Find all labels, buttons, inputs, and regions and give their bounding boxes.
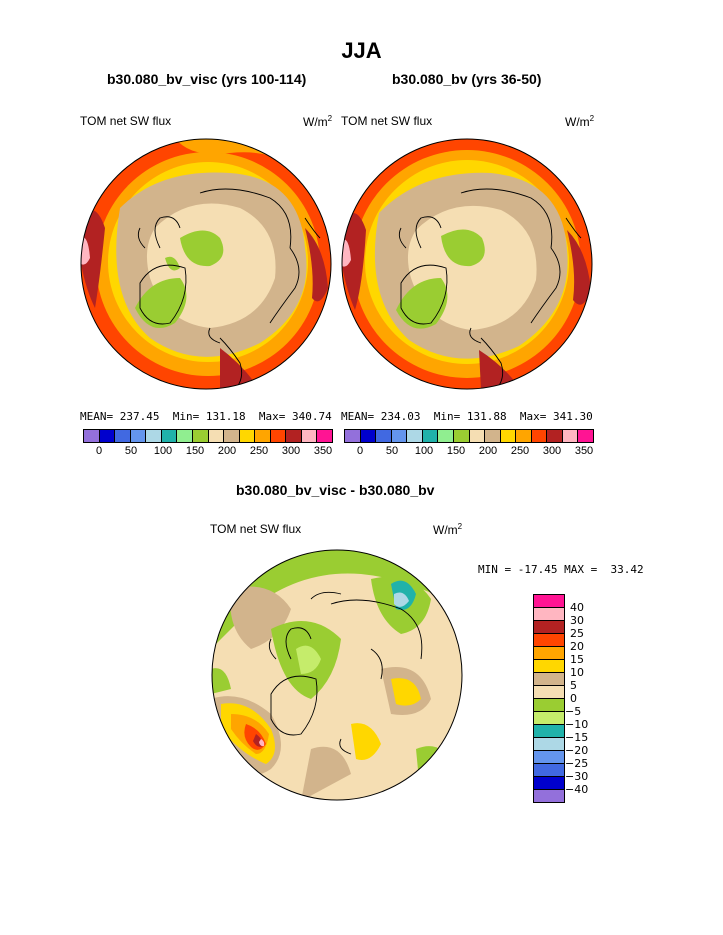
colorbar-swatch bbox=[485, 430, 501, 442]
colorbar-swatch bbox=[534, 660, 564, 673]
colorbar-swatch bbox=[239, 430, 256, 442]
panel1-colorbar: 0 50 100 150 200 250 300 350 bbox=[83, 429, 333, 461]
colorbar-tick-label: −40 bbox=[565, 783, 589, 796]
colorbar-swatch bbox=[534, 764, 564, 777]
colorbar-tick-label: 250 bbox=[510, 445, 530, 457]
polar-map-difference bbox=[211, 549, 463, 801]
diff-title: b30.080_bv_visc - b30.080_bv bbox=[236, 482, 435, 498]
colorbar-tick-label: 350 bbox=[313, 445, 333, 457]
colorbar-tick-label: −30 bbox=[565, 770, 589, 783]
panel1-case-title: b30.080_bv_visc (yrs 100-114) bbox=[107, 71, 307, 87]
colorbar-swatch bbox=[578, 430, 593, 442]
colorbar-swatch bbox=[84, 430, 100, 442]
colorbar-tick-label: −20 bbox=[565, 744, 589, 757]
colorbar-tick-label: 20 bbox=[570, 640, 584, 653]
colorbar-swatch bbox=[146, 430, 162, 442]
colorbar-swatch bbox=[407, 430, 423, 442]
colorbar-swatch bbox=[534, 712, 564, 725]
panel2-case-title: b30.080_bv (yrs 36-50) bbox=[392, 71, 542, 87]
colorbar-swatch bbox=[534, 634, 564, 647]
colorbar-tick-label: 150 bbox=[446, 445, 466, 457]
colorbar-swatch bbox=[562, 430, 579, 442]
colorbar-swatch bbox=[391, 430, 408, 442]
colorbar-swatch bbox=[255, 430, 271, 442]
panel2-variable-label: TOM net SW flux bbox=[341, 114, 433, 128]
colorbar-swatch bbox=[270, 430, 287, 442]
colorbar-tick-label: 5 bbox=[570, 679, 577, 692]
colorbar-tick-label: 50 bbox=[124, 445, 138, 457]
diff-variable-label: TOM net SW flux bbox=[210, 522, 302, 536]
panel1-variable-label: TOM net SW flux bbox=[80, 114, 172, 128]
colorbar-swatch bbox=[516, 430, 532, 442]
colorbar-swatch bbox=[534, 608, 564, 621]
colorbar-tick-label: 0 bbox=[570, 692, 577, 705]
colorbar-tick-label: 30 bbox=[570, 614, 584, 627]
polar-map-bv bbox=[341, 138, 593, 390]
colorbar-swatch bbox=[534, 777, 564, 790]
panel1-units: W/m2 bbox=[303, 114, 333, 129]
colorbar-swatch bbox=[534, 699, 564, 712]
colorbar-swatch bbox=[534, 686, 564, 699]
colorbar-swatch bbox=[422, 430, 439, 442]
colorbar-swatch bbox=[208, 430, 225, 442]
colorbar-tick-label: −5 bbox=[565, 705, 582, 718]
colorbar-tick-label: 150 bbox=[185, 445, 205, 457]
colorbar-swatch bbox=[534, 621, 564, 634]
colorbar-swatch bbox=[534, 751, 564, 764]
colorbar-swatch bbox=[177, 430, 193, 442]
colorbar-swatch bbox=[534, 595, 564, 608]
colorbar-swatch bbox=[531, 430, 548, 442]
colorbar-tick-label: −25 bbox=[565, 757, 589, 770]
colorbar-swatch bbox=[500, 430, 517, 442]
colorbar-tick-label: 10 bbox=[570, 666, 584, 679]
diff-units: W/m2 bbox=[433, 522, 463, 537]
panel2-stats: MEAN= 234.03 Min= 131.88 Max= 341.30 bbox=[341, 410, 593, 423]
colorbar-swatch bbox=[345, 430, 361, 442]
colorbar-swatch bbox=[438, 430, 454, 442]
panel1-stats: MEAN= 237.45 Min= 131.18 Max= 340.74 bbox=[80, 410, 332, 423]
colorbar-tick-label: 40 bbox=[570, 601, 584, 614]
panel2-units: W/m2 bbox=[565, 114, 595, 129]
colorbar-swatch bbox=[130, 430, 147, 442]
colorbar-swatch bbox=[115, 430, 131, 442]
colorbar-tick-label: 25 bbox=[570, 627, 584, 640]
colorbar-tick-label: −15 bbox=[565, 731, 589, 744]
colorbar-swatch bbox=[317, 430, 332, 442]
panel2-colorbar: 0 50 100 150 200 250 300 350 bbox=[344, 429, 594, 461]
colorbar-tick-label: 100 bbox=[153, 445, 173, 457]
colorbar-tick-label: 15 bbox=[570, 653, 584, 666]
colorbar-tick-label: 300 bbox=[542, 445, 562, 457]
colorbar-swatch bbox=[286, 430, 302, 442]
colorbar-swatch bbox=[534, 647, 564, 660]
plot-title: JJA bbox=[341, 38, 382, 63]
colorbar-swatch bbox=[301, 430, 318, 442]
colorbar-swatch bbox=[192, 430, 209, 442]
colorbar-tick-label: 250 bbox=[249, 445, 269, 457]
colorbar-swatch bbox=[99, 430, 116, 442]
colorbar-tick-label: 200 bbox=[217, 445, 237, 457]
polar-map-visc bbox=[80, 138, 332, 390]
colorbar-swatch bbox=[360, 430, 377, 442]
colorbar-swatch bbox=[547, 430, 563, 442]
colorbar-tick-label: 350 bbox=[574, 445, 594, 457]
colorbar-swatch bbox=[534, 673, 564, 686]
diff-colorbar bbox=[533, 594, 565, 803]
colorbar-tick-label: 200 bbox=[478, 445, 498, 457]
colorbar-swatch bbox=[534, 738, 564, 751]
colorbar-swatch bbox=[376, 430, 392, 442]
colorbar-swatch bbox=[453, 430, 470, 442]
colorbar-swatch bbox=[161, 430, 178, 442]
colorbar-swatch bbox=[469, 430, 486, 442]
colorbar-swatch bbox=[534, 725, 564, 738]
colorbar-tick-label: 300 bbox=[281, 445, 301, 457]
colorbar-tick-label: 0 bbox=[95, 445, 103, 457]
colorbar-tick-label: 50 bbox=[385, 445, 399, 457]
colorbar-swatch bbox=[534, 790, 564, 802]
colorbar-tick-label: −10 bbox=[565, 718, 589, 731]
colorbar-tick-label: 0 bbox=[356, 445, 364, 457]
diff-minmax: MIN = -17.45 MAX = 33.42 bbox=[478, 563, 644, 576]
colorbar-tick-label: 100 bbox=[414, 445, 434, 457]
colorbar-swatch bbox=[224, 430, 240, 442]
